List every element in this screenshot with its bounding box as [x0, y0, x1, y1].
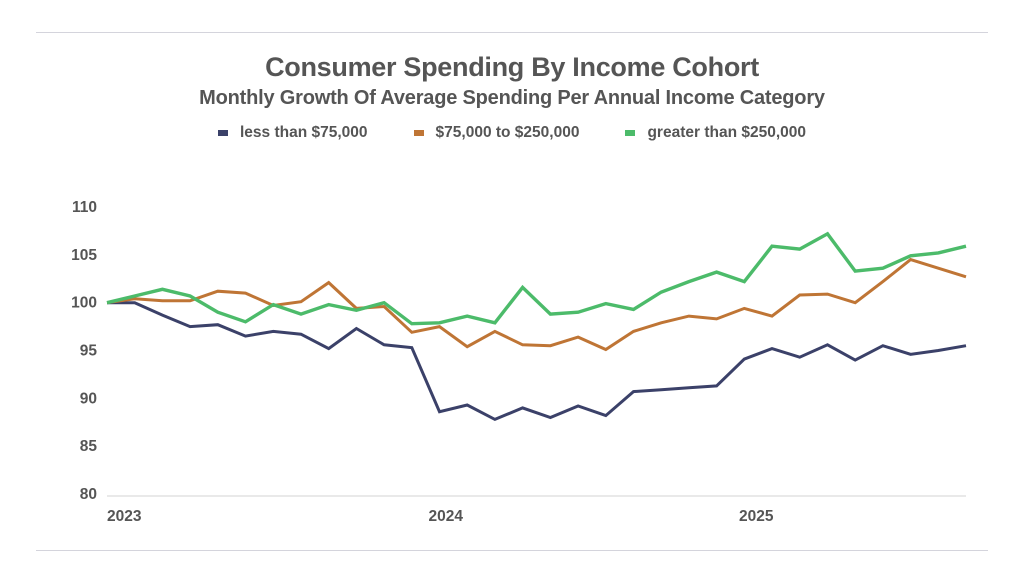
x-tick-label: 2024: [429, 508, 464, 525]
legend-swatch: [413, 130, 424, 136]
y-tick-label: 100: [71, 295, 97, 312]
y-tick-label: 80: [80, 486, 97, 503]
legend-swatch: [218, 130, 228, 136]
y-tick-label: 95: [80, 343, 98, 360]
series-lines: [106, 231, 967, 422]
y-tick-label: 110: [72, 199, 97, 216]
series-line-high-income: [106, 231, 967, 326]
legend-item-high-income[interactable]: greater than $250,000: [625, 124, 806, 142]
legend-label: greater than $250,000: [647, 124, 806, 141]
chart-title: Consumer Spending By Income Cohort: [265, 52, 759, 82]
legend-swatch: [625, 130, 636, 136]
x-tick-label: 2025: [739, 508, 774, 525]
legend: less than $75,000 $75,000 to $250,000 gr…: [0, 124, 1024, 142]
series-line-middle-income: [106, 257, 967, 352]
y-tick-label: 90: [80, 390, 97, 407]
series-line-low-income: [107, 301, 967, 422]
y-tick-label: 85: [80, 438, 98, 455]
top-divider: [36, 32, 988, 33]
y-tick-label: 105: [71, 247, 97, 264]
legend-label: $75,000 to $250,000: [435, 124, 580, 141]
y-axis: 80 85 90 95 100 105 110: [71, 199, 97, 503]
bottom-divider: [36, 550, 988, 551]
legend-item-middle-income[interactable]: $75,000 to $250,000: [413, 124, 580, 142]
chart-subtitle: Monthly Growth Of Average Spending Per A…: [199, 87, 825, 109]
legend-label: less than $75,000: [240, 124, 368, 141]
x-axis: 2023 2024 2025: [107, 495, 966, 525]
x-tick-label: 2023: [107, 508, 142, 525]
legend-item-low-income[interactable]: less than $75,000: [218, 124, 368, 142]
